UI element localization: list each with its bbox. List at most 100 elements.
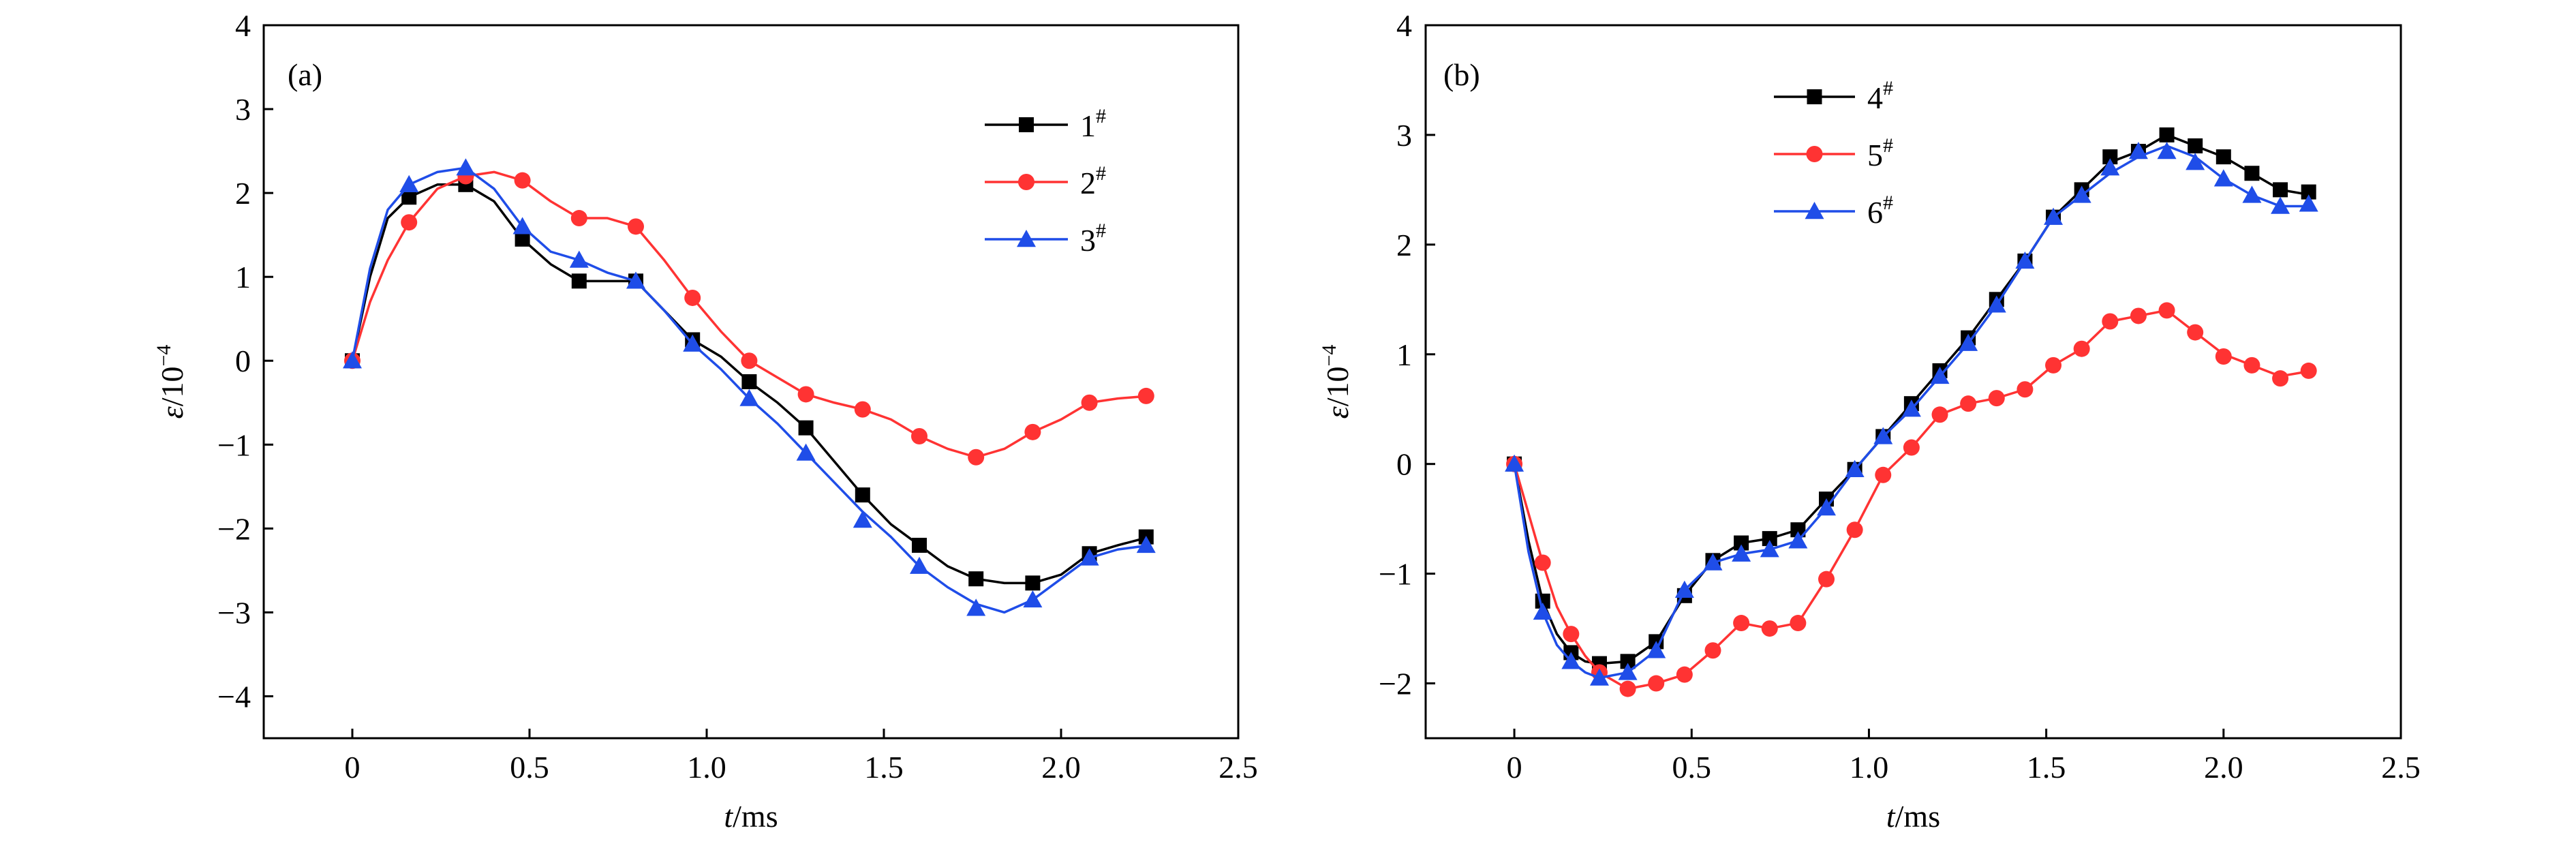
- legend-label-sup: #: [1096, 105, 1106, 127]
- data-point-2: [1137, 387, 1154, 404]
- data-point-6: [1987, 295, 2006, 313]
- legend-label-sup: #: [1096, 162, 1106, 185]
- x-axis-label-unit: /ms: [733, 799, 778, 834]
- data-point-5: [1733, 615, 1750, 632]
- panel-label: (a): [288, 57, 322, 92]
- data-point-5: [1648, 675, 1665, 692]
- legend-marker: [1017, 230, 1036, 247]
- y-axis-label-symbol: ε: [1320, 406, 1355, 419]
- data-point-3: [456, 158, 476, 176]
- legend-marker: [1019, 117, 1034, 132]
- y-tick-label: 2: [1396, 228, 1412, 262]
- data-point-5: [2158, 302, 2175, 319]
- panel-a: 0 0.5 1.0 1.5 2.0 2.5 −4 −3 −2 −1 0 1 2 3 4 (a) t/ms ε/10…: [153, 8, 1258, 834]
- series-5: [1506, 302, 2317, 697]
- legend-label: 5#: [1867, 134, 1893, 172]
- data-point-2: [1024, 423, 1041, 440]
- data-point-3: [1136, 535, 1156, 553]
- data-point-5: [1903, 439, 1920, 456]
- data-point-5: [1619, 680, 1636, 697]
- plot-frame: [1424, 24, 2402, 740]
- data-point-5: [1818, 571, 1835, 588]
- legend-label-sup: #: [1883, 77, 1893, 100]
- data-point-3: [343, 351, 362, 369]
- data-point-6: [2299, 194, 2318, 212]
- y-tick-label: −3: [217, 595, 251, 630]
- series-3: [343, 158, 1156, 616]
- data-point-4: [2301, 184, 2316, 200]
- data-point-6: [2100, 158, 2120, 176]
- x-tick-label: 2.5: [2381, 750, 2421, 785]
- data-point-2: [797, 386, 814, 403]
- y-tick-label: 4: [1396, 8, 1412, 43]
- legend-label-sup: #: [1883, 134, 1893, 157]
- data-point-6: [1817, 498, 1837, 516]
- data-point-3: [512, 217, 532, 234]
- legend-label-number: 5: [1867, 138, 1883, 172]
- data-point-4: [1790, 522, 1806, 538]
- data-point-5: [2243, 356, 2260, 374]
- data-point-5: [1563, 626, 1580, 643]
- data-point-3: [1079, 548, 1099, 566]
- data-point-5: [1988, 390, 2005, 407]
- legend-entry-6: 6#: [1774, 192, 1893, 230]
- y-tick-label: −2: [217, 511, 251, 546]
- data-point-3: [683, 334, 703, 352]
- legend-label-number: 1: [1080, 108, 1096, 143]
- data-point-3: [1023, 590, 1043, 608]
- x-axis-label-symbol: t: [724, 799, 733, 834]
- y-tick-label: 0: [235, 344, 251, 378]
- x-tick-label: 1.0: [687, 750, 726, 785]
- data-point-1: [571, 273, 587, 289]
- y-axis-label-unit: /10: [155, 367, 189, 407]
- data-point-5: [2187, 324, 2204, 341]
- x-tick-label: 0: [345, 750, 361, 785]
- data-point-4: [1734, 535, 1749, 551]
- x-axis-label: t/ms: [1886, 799, 1940, 834]
- data-point-6: [1959, 333, 1978, 351]
- data-point-6: [2015, 251, 2035, 269]
- data-point-2: [570, 210, 587, 227]
- data-point-1: [912, 537, 927, 553]
- x-tick-label: 1.0: [1850, 750, 1889, 785]
- data-point-6: [1646, 641, 1666, 658]
- data-point-2: [684, 289, 701, 306]
- x-tick-label: 1.5: [864, 750, 904, 785]
- data-point-4: [2188, 138, 2203, 154]
- data-point-1: [798, 420, 814, 436]
- data-point-4: [2159, 127, 2175, 142]
- data-point-6: [1533, 602, 1552, 620]
- y-axis-label: ε/10−4: [153, 345, 189, 419]
- legend-entry-3: 3#: [985, 219, 1106, 258]
- data-point-6: [2213, 169, 2233, 187]
- y-tick-label: −4: [217, 679, 251, 714]
- data-point-6: [1760, 540, 1779, 558]
- y-axis-label-exponent: −4: [1318, 345, 1340, 367]
- legend-label: 1#: [1080, 105, 1106, 143]
- data-point-2: [401, 214, 418, 231]
- legend-entry-5: 5#: [1774, 134, 1893, 172]
- data-point-6: [2128, 142, 2148, 160]
- legend-entry-4: 4#: [1774, 77, 1893, 115]
- data-point-5: [2130, 307, 2147, 324]
- x-tick-label: 2.0: [2204, 750, 2243, 785]
- legend-label-sup: #: [1096, 219, 1106, 242]
- data-point-6: [2242, 185, 2262, 203]
- data-point-3: [966, 598, 986, 616]
- data-point-5: [2215, 348, 2232, 365]
- legend-label-number: 4: [1867, 80, 1883, 115]
- data-point-6: [1873, 427, 1893, 444]
- data-point-5: [1960, 395, 1977, 412]
- y-axis-label-exponent: −4: [153, 345, 175, 367]
- panel-b: 0 0.5 1.0 1.5 2.0 2.5−2−101234(b)t/msε/10−44#…: [1318, 8, 2421, 834]
- data-point-5: [1676, 666, 1693, 683]
- y-tick-label: 3: [1396, 118, 1412, 153]
- series-6: [1505, 142, 2318, 686]
- data-point-6: [1589, 668, 1609, 686]
- data-point-2: [968, 449, 985, 466]
- y-axis-label-symbol: ε: [155, 406, 189, 419]
- data-point-5: [2045, 356, 2062, 374]
- data-point-6: [2271, 196, 2290, 214]
- legend-label: 4#: [1867, 77, 1893, 115]
